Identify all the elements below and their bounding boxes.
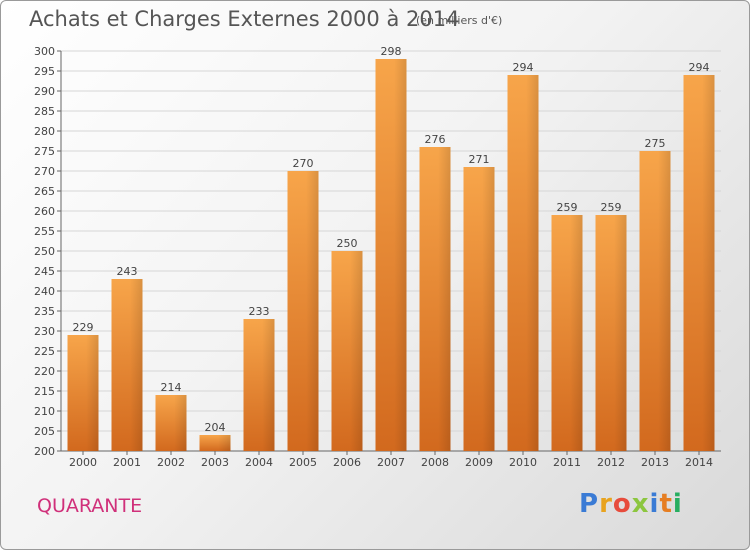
x-tick-label: 2003 [201,456,229,469]
data-label: 233 [249,305,270,318]
bar-shade [570,215,583,451]
proxiti-logo: Proxiti [579,489,683,519]
data-label: 259 [601,201,622,214]
x-tick-label: 2000 [69,456,97,469]
bar-shade [350,251,363,451]
bar-shade [306,171,319,451]
data-label: 276 [425,133,446,146]
y-tick-label: 290 [34,85,55,98]
y-tick-label: 280 [34,125,55,138]
bar-shade [482,167,495,451]
y-tick-label: 245 [34,265,55,278]
data-label: 271 [469,153,490,166]
x-tick-label: 2013 [641,456,669,469]
bar-shade [614,215,627,451]
x-tick-label: 2014 [685,456,713,469]
x-tick-label: 2004 [245,456,273,469]
data-label: 243 [117,265,138,278]
bar-shade [262,319,275,451]
y-tick-label: 285 [34,105,55,118]
data-label: 204 [205,421,226,434]
bar-shade [394,59,407,451]
y-tick-label: 275 [34,145,55,158]
y-tick-label: 235 [34,305,55,318]
data-label: 294 [689,61,710,74]
x-tick-label: 2002 [157,456,185,469]
bar-shade [218,435,231,451]
x-tick-label: 2005 [289,456,317,469]
x-tick-label: 2012 [597,456,625,469]
x-tick-label: 2007 [377,456,405,469]
chart-subtitle: (en milliers d'€) [416,14,503,27]
bar-shade [658,151,671,451]
chart-title: Achats et Charges Externes 2000 à 2014 [29,7,460,31]
y-tick-label: 230 [34,325,55,338]
y-tick-label: 295 [34,65,55,78]
bar-shade [526,75,539,451]
y-tick-label: 250 [34,245,55,258]
y-tick-label: 220 [34,365,55,378]
bar-shade [130,279,143,451]
x-tick-label: 2010 [509,456,537,469]
data-label: 214 [161,381,182,394]
logo-letter: t [659,489,673,519]
y-tick-label: 240 [34,285,55,298]
logo-letter: r [599,489,613,519]
y-tick-label: 225 [34,345,55,358]
y-tick-label: 300 [34,45,55,58]
logo-letter: P [579,489,600,519]
x-tick-label: 2006 [333,456,361,469]
x-tick-label: 2001 [113,456,141,469]
data-label: 298 [381,45,402,58]
x-tick-label: 2008 [421,456,449,469]
data-label: 229 [73,321,94,334]
data-label: 275 [645,137,666,150]
y-tick-label: 265 [34,185,55,198]
data-label: 294 [513,61,534,74]
y-tick-label: 255 [34,225,55,238]
data-label: 250 [337,237,358,250]
y-tick-label: 270 [34,165,55,178]
logo-letter: i [649,489,660,519]
bar-shade [702,75,715,451]
y-tick-label: 210 [34,405,55,418]
y-tick-label: 215 [34,385,55,398]
y-tick-label: 205 [34,425,55,438]
bar-shade [174,395,187,451]
y-tick-label: 200 [34,445,55,458]
logo-letter: x [631,489,650,519]
x-tick-label: 2011 [553,456,581,469]
town-name: QUARANTE [37,495,143,517]
data-label: 259 [557,201,578,214]
logo-letter: i [672,489,683,519]
logo-letter: o [612,489,632,519]
bar-shade [86,335,99,451]
bar-shade [438,147,451,451]
x-tick-label: 2009 [465,456,493,469]
y-tick-label: 260 [34,205,55,218]
data-label: 270 [293,157,314,170]
